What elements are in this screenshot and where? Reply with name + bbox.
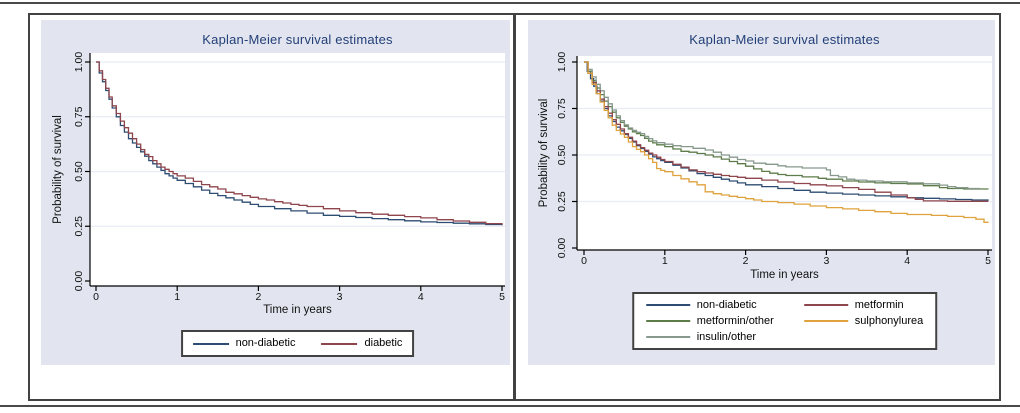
legend-entry: non-diabetic [192, 336, 296, 351]
legend-label: sulphonylurea [854, 314, 924, 327]
legend-entry: metformin [803, 298, 924, 313]
legend-line-sample [803, 320, 848, 322]
panel-divider [513, 15, 516, 399]
km-graph-diabetic-vs-nondiabetic: Kaplan-Meier survival estimates 0.00 0.25… [41, 20, 510, 365]
chart-title: Kaplan-Meier survival estimates [689, 32, 880, 47]
legend-line-sample [192, 342, 229, 345]
y-axis-title: Probability of survival [52, 115, 64, 224]
y-tick-label: 0.25 [556, 191, 568, 212]
legend-entry: diabetic [321, 336, 403, 351]
x-axis-title: Time in years [750, 269, 819, 281]
legend-entry: metformin/other [645, 314, 774, 329]
plot-area: 0.00 0.25 0.50 0.75 1.00 0 1 2 3 4 5 Time in years P… [538, 52, 992, 281]
legend-line-sample [645, 336, 690, 338]
y-tick-label: 0.50 [556, 145, 568, 166]
y-tick-label: 0.75 [73, 106, 85, 127]
x-tick-label: 1 [662, 255, 668, 267]
chart-title: Kaplan-Meier survival estimates [202, 32, 393, 47]
legend-line-sample [645, 304, 690, 306]
legend-label: non-diabetic [696, 298, 757, 311]
x-tick-label: 2 [743, 255, 749, 267]
plot-background [577, 56, 992, 250]
legend-label: metformin [854, 298, 904, 311]
series-metformin [584, 61, 989, 202]
x-tick-label: 3 [337, 291, 343, 303]
x-tick-label: 1 [174, 291, 180, 303]
top-rule [0, 2, 1020, 4]
x-tick-label: 0 [581, 255, 587, 267]
legend: non-diabetic metformin/other insulin/other… [631, 292, 938, 350]
x-tick-label: 5 [499, 291, 505, 303]
y-axis-title: Probability of survival [538, 99, 550, 208]
figure-frame: Kaplan-Meier survival estimates 0.00 0.25… [28, 13, 1001, 401]
series-insulin-other [584, 61, 981, 190]
x-tick-label: 0 [93, 291, 99, 303]
legend-entry: sulphonylurea [803, 314, 924, 329]
x-tick-label: 2 [255, 291, 261, 303]
legend-label: metformin/other [696, 314, 774, 327]
legend-label: diabetic [364, 337, 403, 349]
legend-entry: non-diabetic [645, 298, 774, 313]
legend-label: non-diabetic [235, 337, 296, 349]
y-tick-label: 0.00 [556, 238, 568, 259]
x-tick-label: 5 [985, 255, 991, 267]
x-tick-label: 3 [823, 255, 829, 267]
legend-line-sample [645, 320, 690, 322]
y-tick-label: 1.00 [556, 52, 568, 73]
y-tick-label: 1.00 [73, 52, 85, 73]
plot-area: 0.00 0.25 0.50 0.75 1.00 0 1 2 3 4 5 Time in years P… [52, 52, 505, 316]
legend-line-sample [803, 304, 848, 306]
legend: non-diabetic diabetic [180, 330, 415, 357]
y-tick-label: 0.25 [73, 216, 85, 237]
legend-entry: insulin/other [645, 330, 774, 345]
series-sulphonylurea [584, 61, 989, 223]
km-graph-by-treatment: Kaplan-Meier survival estimates 0.00 0.25… [528, 20, 995, 365]
series-diabetic [96, 61, 503, 225]
y-tick-label: 0.50 [73, 161, 85, 182]
bottom-rule [0, 405, 1020, 407]
y-tick-label: 0.75 [556, 98, 568, 119]
x-tick-label: 4 [418, 291, 424, 303]
legend-label: insulin/other [696, 330, 757, 343]
x-axis-title: Time in years [263, 304, 332, 316]
legend-line-sample [321, 342, 358, 345]
plot-background [90, 53, 505, 286]
y-tick-label: 0.00 [73, 271, 85, 292]
x-tick-label: 4 [904, 255, 910, 267]
